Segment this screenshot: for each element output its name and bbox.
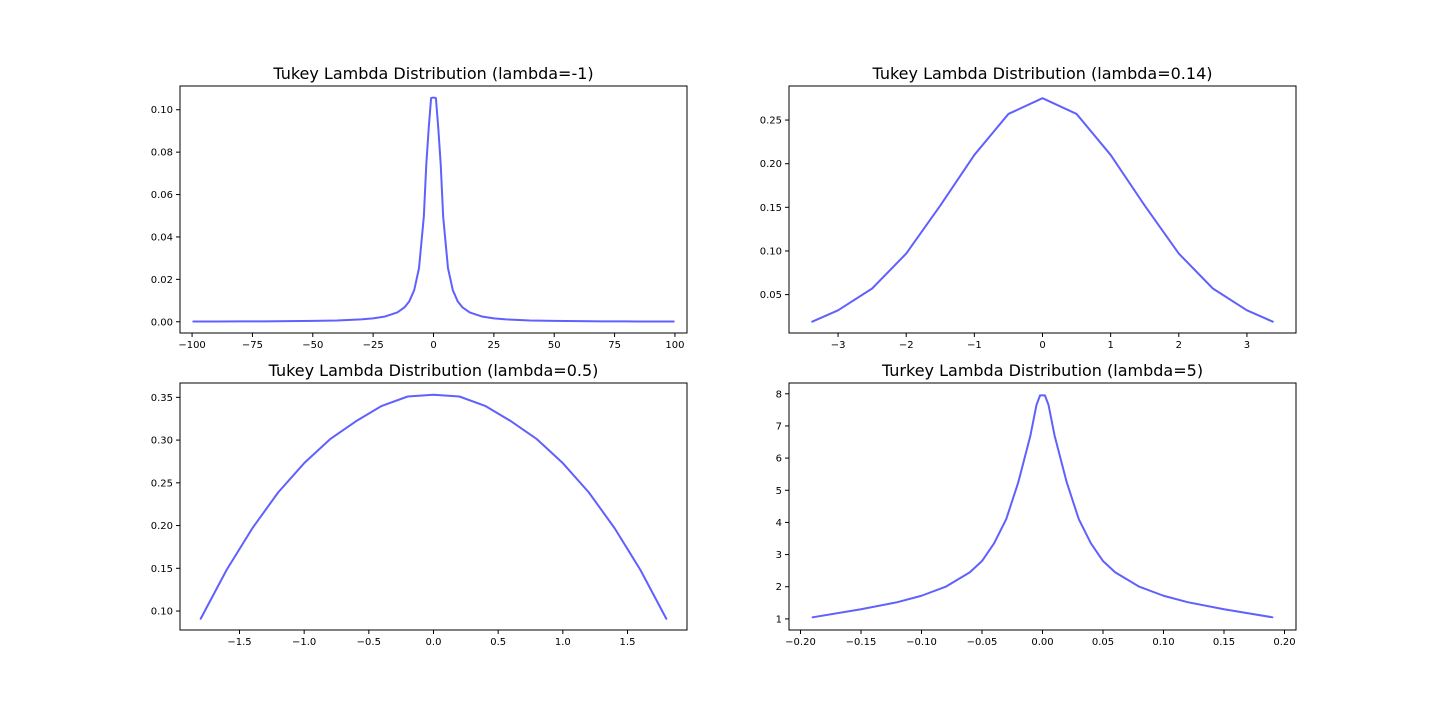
x-tick-label: −75 (242, 340, 263, 351)
y-tick-label: 3 (776, 550, 782, 561)
x-tick-label: −1.0 (292, 637, 316, 648)
x-tick-label: 25 (487, 340, 500, 351)
x-tick-label: −0.10 (906, 637, 937, 648)
y-tick-label: 1 (776, 614, 782, 625)
x-tick-label: 0.10 (1152, 637, 1174, 648)
y-tick-label: 0.25 (151, 478, 173, 489)
x-tick-label: −0.5 (357, 637, 381, 648)
x-tick-label: 50 (548, 340, 561, 351)
x-tick-label: −100 (178, 340, 205, 351)
y-tick-label: 0.02 (151, 275, 173, 286)
y-tick-label: 0.04 (151, 232, 173, 243)
chart-panel-4: Turkey Lambda Distribution (lambda=5) −0.… (776, 361, 1297, 648)
series-line-1 (811, 394, 1274, 619)
y-tick-label: 4 (776, 518, 782, 529)
y-tick-label: 8 (776, 389, 782, 400)
y-tick-label: 0.20 (151, 521, 173, 532)
x-tick-label: −3 (831, 340, 846, 351)
x-tick-label: 0 (1039, 340, 1045, 351)
chart-title: Tukey Lambda Distribution (lambda=0.5) (268, 361, 599, 380)
x-tick-label: −1 (967, 340, 982, 351)
x-tick-label: 0.05 (1092, 637, 1114, 648)
plot-frame (788, 85, 1297, 334)
x-tick-label: −25 (363, 340, 384, 351)
chart-panel-1: Tukey Lambda Distribution (lambda=-1) −10… (151, 64, 688, 351)
chart-title: Tukey Lambda Distribution (lambda=0.14) (872, 64, 1213, 83)
y-tick-label: 0.30 (151, 436, 173, 447)
x-tick-label: 75 (608, 340, 621, 351)
y-tick-label: 0.20 (760, 159, 782, 170)
x-tick-label: 0.5 (490, 637, 506, 648)
y-tick-label: 0.06 (151, 190, 173, 201)
x-tick-label: 1 (1107, 340, 1113, 351)
y-tick-label: 0.08 (151, 148, 173, 159)
x-tick-label: 0.15 (1213, 637, 1235, 648)
x-tick-label: 0.0 (426, 637, 442, 648)
x-tick-label: −50 (302, 340, 323, 351)
chart-title: Turkey Lambda Distribution (lambda=5) (881, 361, 1203, 380)
y-tick-label: 0.35 (151, 393, 173, 404)
y-tick-label: 0.25 (760, 116, 782, 127)
x-tick-label: 100 (665, 340, 684, 351)
y-tick-label: 0.00 (151, 317, 173, 328)
x-tick-label: −0.15 (846, 637, 877, 648)
y-tick-label: 5 (776, 486, 782, 497)
y-tick-label: 0.10 (151, 607, 173, 618)
plot-frame (179, 85, 688, 334)
chart-panel-3: Tukey Lambda Distribution (lambda=0.5) −1… (151, 361, 688, 648)
y-tick-label: 6 (776, 454, 782, 465)
y-tick-label: 0.10 (760, 246, 782, 257)
x-tick-label: 0.20 (1273, 637, 1295, 648)
y-tick-label: 0.10 (151, 105, 173, 116)
x-tick-label: 0.00 (1031, 637, 1053, 648)
y-tick-label: 2 (776, 582, 782, 593)
y-tick-label: 7 (776, 421, 782, 432)
x-tick-label: −1.5 (227, 637, 251, 648)
x-tick-label: −0.05 (967, 637, 998, 648)
x-tick-label: 0 (430, 340, 436, 351)
x-tick-label: 2 (1176, 340, 1182, 351)
y-tick-label: 0.15 (151, 564, 173, 575)
y-tick-label: 0.15 (760, 203, 782, 214)
plot-frame (788, 382, 1297, 631)
series-line-1 (199, 393, 668, 620)
chart-panel-2: Tukey Lambda Distribution (lambda=0.14) −… (760, 64, 1297, 351)
series-line-1 (811, 97, 1274, 323)
x-tick-label: −0.20 (785, 637, 816, 648)
chart-title: Tukey Lambda Distribution (lambda=-1) (272, 64, 593, 83)
series-line-1 (192, 96, 675, 323)
x-tick-label: 1.0 (555, 637, 571, 648)
x-tick-label: 3 (1244, 340, 1250, 351)
y-tick-label: 0.05 (760, 290, 782, 301)
plot-frame (179, 382, 688, 631)
x-tick-label: 1.5 (620, 637, 636, 648)
x-tick-label: −2 (899, 340, 914, 351)
